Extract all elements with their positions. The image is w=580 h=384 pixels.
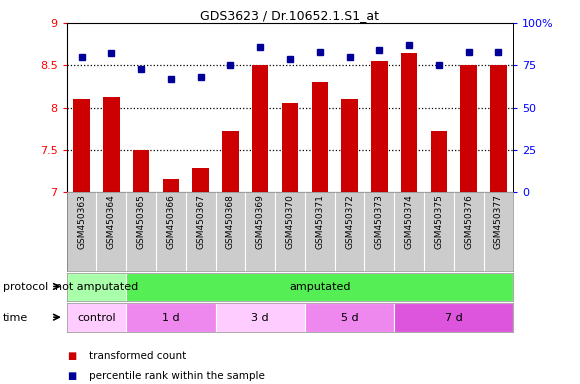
Bar (193, 168, 209, 192)
Text: GSM450372: GSM450372 (345, 194, 354, 249)
Bar (126, 303, 216, 332)
Bar (282, 103, 298, 192)
Text: GSM450367: GSM450367 (196, 194, 205, 249)
Bar (216, 303, 305, 332)
Text: not amputated: not amputated (55, 282, 138, 292)
Bar (305, 303, 394, 332)
Text: ■: ■ (67, 351, 76, 361)
Text: control: control (77, 313, 116, 323)
Bar (133, 150, 149, 192)
Text: GSM450364: GSM450364 (107, 194, 116, 249)
Bar (371, 61, 387, 192)
Bar (431, 131, 447, 192)
Text: GSM450368: GSM450368 (226, 194, 235, 249)
Text: amputated: amputated (289, 282, 350, 292)
Bar (67, 273, 126, 301)
Text: GSM450374: GSM450374 (405, 194, 414, 249)
Text: 1 d: 1 d (162, 313, 180, 323)
Bar (222, 131, 238, 192)
Bar (394, 303, 513, 332)
Text: 5 d: 5 d (340, 313, 358, 323)
Bar (461, 65, 477, 192)
Bar (74, 99, 90, 192)
Text: time: time (3, 313, 28, 323)
Bar (126, 273, 513, 301)
Bar (490, 65, 506, 192)
Bar (401, 53, 417, 192)
Bar (311, 82, 328, 192)
Text: GSM450375: GSM450375 (434, 194, 443, 249)
Bar (163, 179, 179, 192)
Text: GSM450373: GSM450373 (375, 194, 384, 249)
Text: GSM450376: GSM450376 (464, 194, 473, 249)
Bar (342, 99, 358, 192)
Text: ■: ■ (67, 371, 76, 381)
Text: GSM450366: GSM450366 (166, 194, 175, 249)
Text: GSM450371: GSM450371 (316, 194, 324, 249)
Text: percentile rank within the sample: percentile rank within the sample (89, 371, 264, 381)
Bar (103, 96, 119, 192)
Text: GSM450377: GSM450377 (494, 194, 503, 249)
Text: 7 d: 7 d (445, 313, 463, 323)
Bar (252, 65, 269, 192)
Title: GDS3623 / Dr.10652.1.S1_at: GDS3623 / Dr.10652.1.S1_at (201, 9, 379, 22)
Text: GSM450370: GSM450370 (285, 194, 295, 249)
Bar (67, 303, 126, 332)
Text: GSM450363: GSM450363 (77, 194, 86, 249)
Text: GSM450365: GSM450365 (137, 194, 146, 249)
Text: protocol: protocol (3, 282, 48, 292)
Text: transformed count: transformed count (89, 351, 186, 361)
Text: GSM450369: GSM450369 (256, 194, 264, 249)
Text: 3 d: 3 d (251, 313, 269, 323)
